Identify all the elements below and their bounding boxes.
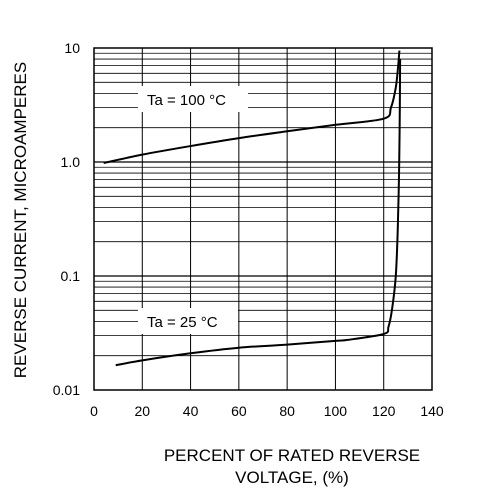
x-tick-label: 120 [372, 403, 396, 419]
series-line-ta-25 [115, 59, 402, 367]
y-axis-tick-labels: 0.01 0.1 1.0 10 [53, 40, 80, 398]
series-label-ta-100-group: Ta = 100 °C [138, 86, 248, 112]
y-tick-label: 1.0 [61, 154, 81, 170]
y-tick-label: 0.1 [61, 268, 81, 284]
y-tick-label: 0.01 [53, 382, 80, 398]
x-tick-label: 140 [420, 403, 444, 419]
x-tick-label: 100 [324, 403, 348, 419]
series-label-ta-25-group: Ta = 25 °C [138, 308, 238, 334]
x-tick-label: 40 [183, 403, 199, 419]
plot-frame [93, 47, 433, 391]
y-axis-label: REVERSE CURRENT, MICROAMPERES [11, 62, 30, 378]
series-label-background [138, 86, 248, 112]
y-tick-label: 10 [64, 40, 80, 56]
x-tick-label: 80 [279, 403, 295, 419]
series-curves [103, 50, 402, 367]
x-tick-label: 0 [90, 403, 98, 419]
series-line-ta-100 [103, 50, 401, 164]
x-axis-label-line-2: VOLTAGE, (%) [235, 468, 349, 487]
grid-lines [94, 48, 432, 390]
series-label-ta-100: Ta = 100 °C [147, 92, 226, 109]
x-tick-label: 20 [134, 403, 150, 419]
x-axis-label-line-1: PERCENT OF RATED REVERSE [164, 446, 420, 465]
series-label-ta-25: Ta = 25 °C [147, 314, 218, 331]
x-axis-tick-labels: 0 20 40 60 80 100 120 140 [90, 403, 444, 419]
x-tick-label: 60 [231, 403, 247, 419]
series-label-background [138, 308, 238, 334]
